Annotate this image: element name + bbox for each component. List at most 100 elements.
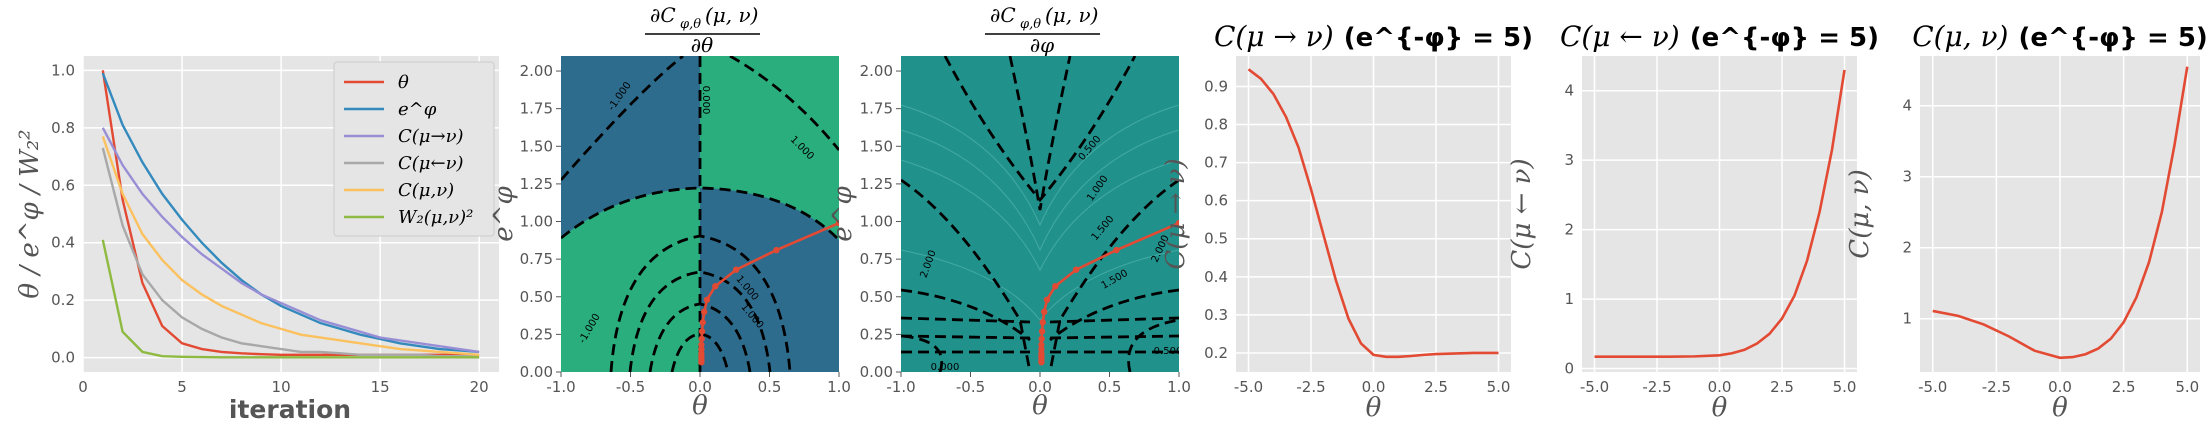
- trajectory-point: [698, 341, 705, 349]
- y-tick-label: 1: [1564, 290, 1574, 308]
- contour-line: [1049, 334, 1179, 340]
- y-axis-label: C(μ ← ν): [1507, 158, 1537, 269]
- legend-label: C(μ,ν): [398, 180, 454, 201]
- panel-cost-backward: -5.0 -2.5 0.0 2.5 5.0 0 1 2 3 4 θ C(μ ← ν) C(μ ← ν) (…: [1507, 20, 1879, 423]
- trajectory-point: [700, 308, 708, 316]
- panel-title: C(μ ← ν) (e^{-φ} = 5): [1560, 20, 1879, 53]
- cost-curve: [1247, 68, 1499, 359]
- series-line-3: [101, 147, 480, 358]
- series-line-1: [101, 72, 480, 354]
- y-tick-label: 1.50: [860, 137, 893, 155]
- contour-label: 0.500: [1154, 346, 1183, 357]
- x-tick-label: 0: [78, 378, 88, 396]
- trajectory-point: [698, 335, 705, 343]
- y-tick-label: 3: [1902, 168, 1912, 186]
- trajectory-point: [699, 319, 706, 326]
- x-tick-label: -0.5: [616, 378, 645, 396]
- trajectory-point: [1038, 359, 1045, 366]
- x-tick-label: 2.5: [1770, 378, 1794, 396]
- x-tick-label: -5.0: [1918, 378, 1947, 396]
- y-tick-label: 0.2: [51, 291, 75, 309]
- y-tick-label: 2.00: [860, 62, 893, 80]
- x-tick-label: -0.5: [956, 378, 985, 396]
- contour-label: 0.000: [931, 362, 960, 373]
- panel-title-main: C(μ, ν): [1912, 20, 2008, 53]
- series-line-2: [101, 127, 480, 354]
- contour-line: [901, 334, 1031, 340]
- y-tick-label: 0.2: [1204, 344, 1228, 362]
- trajectory-point: [1039, 319, 1046, 326]
- x-tick-label: -2.5: [1642, 378, 1671, 396]
- y-tick-label: 1: [1902, 310, 1912, 328]
- y-tick-label: 4: [1902, 97, 1912, 115]
- panel-iterations-ylabel: θ / e^φ / W₂²: [15, 129, 45, 298]
- gridlines: [1236, 56, 1511, 372]
- x-axis-label: θ: [2052, 393, 2068, 423]
- trajectory-point: [698, 328, 706, 335]
- x-tick-label: -1.0: [546, 378, 575, 396]
- panel-title-param: (e^{-φ} = 5): [1690, 23, 1879, 53]
- x-tick-label: 2.5: [1424, 378, 1448, 396]
- grad-theta-title-sub: φ,θ: [680, 17, 701, 32]
- y-tick-label: 1.25: [520, 175, 553, 193]
- trajectory-point: [835, 219, 839, 227]
- x-tick-label: 10: [272, 378, 291, 396]
- y-tick-label: 0.75: [860, 250, 893, 268]
- legend-label: C(μ←ν): [398, 153, 464, 174]
- x-axis-label: θ: [1712, 393, 1728, 423]
- x-tick-label: 5: [177, 378, 187, 396]
- grad-phi-title-denominator: ∂φ: [1030, 33, 1054, 57]
- series-line-4: [101, 136, 480, 356]
- y-tick-label: 0.4: [1204, 268, 1228, 286]
- x-tick-label: -1.0: [886, 378, 915, 396]
- grad-theta-title-denominator: ∂θ: [691, 33, 713, 57]
- contour-line: [901, 178, 1032, 372]
- contour-line: [561, 186, 839, 241]
- grad-phi-contours: [901, 56, 1179, 372]
- y-tick-label: 0.4: [51, 234, 75, 252]
- y-tick-label: 0.6: [1204, 192, 1228, 210]
- y-tick-label: 0.75: [520, 250, 553, 268]
- y-tick-label: 1.0: [51, 61, 75, 79]
- cost-curve: [1594, 69, 1846, 359]
- y-tick-label: 0.50: [860, 288, 893, 306]
- contour-line: [1048, 178, 1179, 372]
- trajectory-point: [712, 283, 719, 290]
- grad-phi-title-sub: φ,θ: [1020, 17, 1041, 32]
- contour-line: [1127, 318, 1179, 372]
- x-tick-label: 20: [470, 378, 489, 396]
- y-tick-label: 0.7: [1204, 154, 1228, 172]
- legend-label: e^φ: [398, 99, 437, 120]
- trajectory-point: [1175, 219, 1179, 227]
- y-tick-label: 0.6: [51, 176, 75, 194]
- panel-title: C(μ → ν) (e^{-φ} = 5): [1214, 20, 1533, 53]
- y-tick-label: 0: [1564, 360, 1574, 378]
- x-tick-label: 0.0: [1708, 378, 1732, 396]
- gridlines: [1582, 56, 1857, 372]
- x-tick-label: -5.0: [1234, 378, 1263, 396]
- grad-phi-title-args: (μ, ν): [1045, 3, 1098, 27]
- contour-line: [729, 56, 839, 151]
- trajectory-point: [1038, 328, 1046, 335]
- grad-theta-contours: [561, 56, 839, 372]
- cost-curve: [1932, 66, 2189, 360]
- x-tick-label: 0.0: [688, 378, 712, 396]
- x-tick-label: -2.5: [1296, 378, 1325, 396]
- x-tick-label: 15: [371, 378, 390, 396]
- legend-label: W₂(μ,ν)²: [398, 207, 473, 228]
- trajectory-point: [773, 246, 780, 254]
- contour-line: [648, 302, 752, 372]
- y-tick-label: 0.8: [51, 119, 75, 137]
- x-tick-label: 1.0: [827, 378, 851, 396]
- panel-grad-phi: 0.5001.0001.5002.0002.0001.5000.5000.000…: [828, 3, 1191, 421]
- y-tick-label: 3: [1564, 151, 1574, 169]
- contour-line: [901, 316, 1031, 324]
- contour-line: [561, 56, 684, 181]
- panel-iterations-xlabel: iteration: [229, 395, 351, 424]
- grad-phi-title-numerator: ∂C: [990, 3, 1016, 27]
- grad-phi-thin-contours: [901, 104, 1179, 321]
- panel-title-main: C(μ → ν): [1214, 20, 1334, 53]
- contour-line: [1049, 288, 1179, 342]
- trajectory-point: [1038, 335, 1045, 343]
